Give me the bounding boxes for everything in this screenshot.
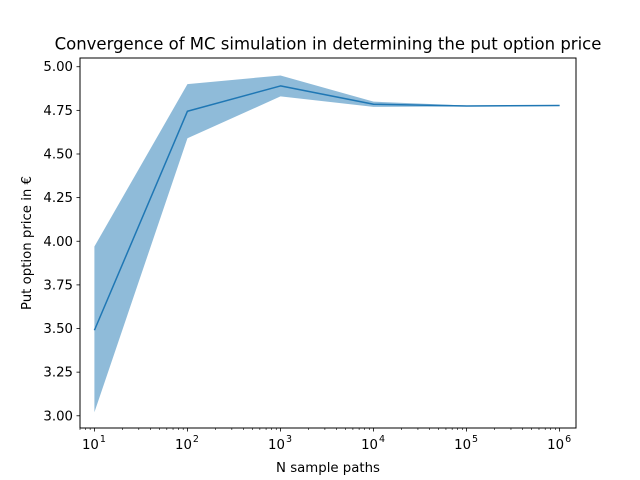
x-tick-exponent: 4 (379, 434, 385, 445)
x-tick-exponent: 3 (286, 434, 292, 445)
plot-area-frame (79, 57, 577, 429)
x-tick-label: 10 (454, 438, 471, 453)
x-tick-label: 10 (361, 438, 378, 453)
x-tick-exponent: 5 (472, 434, 478, 445)
x-tick-exponent: 2 (193, 434, 199, 445)
x-tick-exponent: 6 (565, 434, 571, 445)
y-tick-label: 3.50 (43, 322, 73, 337)
y-tick-label: 4.00 (43, 235, 73, 250)
y-tick-label: 3.00 (43, 409, 73, 424)
x-tick-exponent: 1 (100, 434, 106, 445)
x-axis-label: N sample paths (276, 461, 380, 476)
x-tick-label: 10 (82, 438, 99, 453)
y-tick-label: 4.50 (43, 147, 73, 162)
y-tick-label: 3.75 (43, 278, 73, 293)
y-tick-label: 3.25 (43, 366, 73, 381)
y-axis: 3.00 3.25 3.50 3.75 4.00 4.25 4.50 4.75 5.00 (43, 60, 80, 424)
series-line-layer (93, 85, 560, 331)
y-tick-label: 5.00 (43, 60, 73, 75)
x-tick-label: 10 (547, 438, 564, 453)
series-line (93, 85, 560, 331)
x-tick-label: 10 (175, 438, 192, 453)
y-tick-label: 4.75 (43, 104, 73, 119)
y-axis-label: Put option price in € (20, 176, 35, 310)
y-tick-label: 4.25 (43, 191, 73, 206)
x-axis: 10 1 10 2 10 3 10 4 10 5 10 6 (79, 428, 571, 453)
chart-title: Convergence of MC simulation in determin… (55, 35, 602, 54)
x-tick-label: 10 (268, 438, 285, 453)
